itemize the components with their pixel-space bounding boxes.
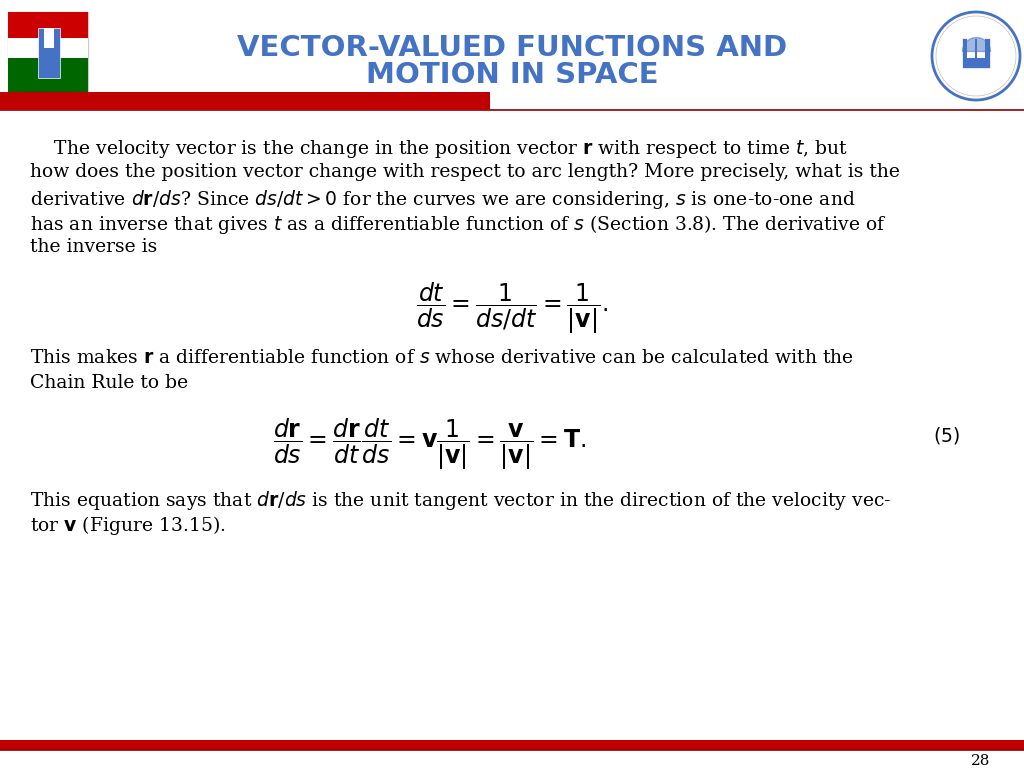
Text: has an inverse that gives $t$ as a differentiable function of $s$ (Section 3.8).: has an inverse that gives $t$ as a diffe… <box>30 213 887 236</box>
Bar <box>8 12 88 38</box>
Bar <box>0 740 1024 750</box>
Text: $\dfrac{dt}{ds} = \dfrac{1}{ds/dt} = \dfrac{1}{|\mathbf{v}|}.$: $\dfrac{dt}{ds} = \dfrac{1}{ds/dt} = \df… <box>416 281 608 336</box>
Text: This makes $\mathbf{r}$ a differentiable function of $s$ whose derivative can be: This makes $\mathbf{r}$ a differentiable… <box>30 349 854 367</box>
Bar <box>8 58 88 100</box>
Text: MOTION IN SPACE: MOTION IN SPACE <box>366 61 658 89</box>
Bar <box>8 38 88 58</box>
Text: $\dfrac{d\mathbf{r}}{ds} = \dfrac{d\mathbf{r}}{dt}\dfrac{dt}{ds} = \mathbf{v}\df: $\dfrac{d\mathbf{r}}{ds} = \dfrac{d\math… <box>273 417 587 472</box>
Text: how does the position vector change with respect to arc length? More precisely, : how does the position vector change with… <box>30 163 900 181</box>
Text: tor $\mathbf{v}$ (Figure 13.15).: tor $\mathbf{v}$ (Figure 13.15). <box>30 514 225 537</box>
Circle shape <box>936 16 1016 96</box>
Bar <box>962 38 990 68</box>
Text: derivative $d\mathbf{r}/ds$? Since $ds/dt > 0$ for the curves we are considering: derivative $d\mathbf{r}/ds$? Since $ds/d… <box>30 188 855 211</box>
Text: The velocity vector is the change in the position vector $\mathbf{r}$ with respe: The velocity vector is the change in the… <box>30 138 848 160</box>
Text: Chain Rule to be: Chain Rule to be <box>30 374 188 392</box>
Bar <box>8 12 88 100</box>
Bar <box>967 38 975 58</box>
Text: the inverse is: the inverse is <box>30 238 158 256</box>
Bar <box>977 38 985 58</box>
Bar <box>44 28 54 48</box>
Text: This equation says that $d\mathbf{r}/ds$ is the unit tangent vector in the direc: This equation says that $d\mathbf{r}/ds$… <box>30 489 891 512</box>
Text: $(5)$: $(5)$ <box>933 425 961 446</box>
Text: VECTOR-VALUED FUNCTIONS AND: VECTOR-VALUED FUNCTIONS AND <box>237 34 787 62</box>
Text: 28: 28 <box>971 754 990 768</box>
Text: UNIVERSITY OF DIYALA: UNIVERSITY OF DIYALA <box>19 91 76 96</box>
Bar <box>0 92 490 110</box>
Bar <box>38 28 60 78</box>
Circle shape <box>932 12 1020 100</box>
